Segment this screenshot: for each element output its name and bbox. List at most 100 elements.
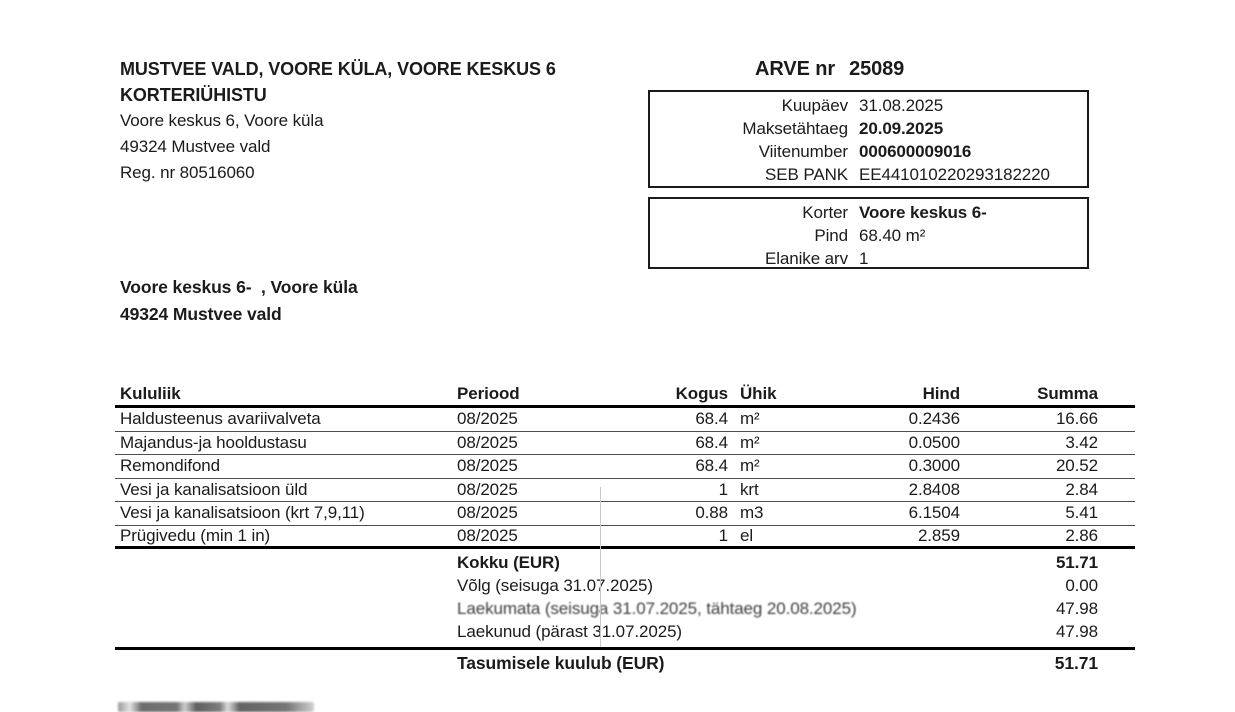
cell-summa: 20.52 [1055,456,1098,476]
summary-row-laekunud: Laekunud (pärast 31.07.2025) 47.98 [115,620,1135,643]
table-row: Remondifond 08/2025 68.4 m² 0.3000 20.52 [115,455,1135,479]
area-value: 68.40 m² [859,226,926,245]
cell-periood: 08/2025 [457,409,518,429]
column-header-periood: Periood [457,384,520,403]
invoice-title: ARVE nr 25089 [755,58,904,81]
cell-summa: 5.41 [1065,503,1098,523]
cell-kululiik: Vesi ja kanalisatsioon (krt 7,9,11) [120,503,365,523]
cell-periood: 08/2025 [457,503,518,523]
invoice-detail-row: Viitenumber 000600009016 [650,140,1087,163]
cell-periood: 08/2025 [457,456,518,476]
total-due-label: Tasumisele kuulub (EUR) [457,653,665,673]
cell-kululiik: Prügivedu (min 1 in) [120,525,271,545]
cell-hind: 2.8408 [908,479,961,499]
summary-value: 0.00 [1065,576,1098,595]
cell-uhik: m3 [740,503,764,523]
sender-block: MUSTVEE VALD, VOORE KÜLA, VOORE KESKUS 6… [120,56,556,186]
cut-off-text-artifact [118,702,314,712]
summary-label: Laekumata (seisuga 31.07.2025, tähtaeg 2… [457,599,857,618]
apartment-detail-row: Elanike arv 1 [650,247,1087,270]
cell-hind: 2.859 [917,525,960,545]
recipient-address-line2: 49324 Mustvee vald [120,304,282,324]
column-header-summa: Summa [1037,384,1098,403]
cell-hind: 6.1504 [908,503,961,523]
cell-kogus: 68.4 [695,432,728,452]
column-header-kogus: Kogus [675,384,728,403]
total-due-value: 51.71 [1054,653,1098,673]
recipient-block: Voore keskus 6- , Voore küla 49324 Mustv… [120,274,358,328]
cell-uhik: m² [740,432,760,452]
cell-kululiik: Vesi ja kanalisatsioon üld [120,479,308,499]
reference-number-label: Viitenumber [758,142,848,161]
sender-name-line2: KORTERIÜHISTU [120,85,267,105]
sender-address-line1: Voore keskus 6, Voore küla [120,111,324,130]
cell-kululiik: Remondifond [120,456,221,476]
cell-kogus: 0.88 [695,503,728,523]
cell-uhik: m² [740,409,760,429]
cell-uhik: el [740,525,754,545]
invoice-number: 25089 [849,58,905,80]
column-header-hind: Hind [922,384,960,403]
bank-label: SEB PANK [765,165,848,184]
cell-kululiik: Haldusteenus avariivalveta [120,409,321,429]
residents-value: 1 [859,249,869,268]
table-row: Prügivedu (min 1 in) 08/2025 1 el 2.859 … [115,525,1135,549]
summary-value: 47.98 [1055,599,1098,618]
bank-account-value: EE441010220293182220 [859,165,1050,184]
apartment-detail-row: Pind 68.40 m² [650,224,1087,247]
cell-periood: 08/2025 [457,525,518,545]
cell-summa: 16.66 [1055,409,1098,429]
recipient-address-line1: Voore keskus 6- , Voore küla [120,277,358,297]
table-row: Majandus-ja hooldustasu 08/2025 68.4 m² … [115,432,1135,455]
cell-uhik: m² [740,456,760,476]
invoice-details-box: Kuupäev 31.08.2025 Maksetähtaeg 20.09.20… [648,90,1089,188]
sender-name-line1: MUSTVEE VALD, VOORE KÜLA, VOORE KESKUS 6 [120,59,556,79]
invoice-title-label: ARVE nr [755,58,836,80]
cell-kogus: 68.4 [695,456,728,476]
apartment-label: Korter [802,203,848,222]
sender-reg-number: Reg. nr 80516060 [120,163,255,182]
due-date-label: Maksetähtaeg [742,119,848,138]
cell-hind: 0.3000 [908,456,961,476]
invoice-detail-row: Kuupäev 31.08.2025 [650,94,1087,117]
cell-hind: 0.2436 [908,409,961,429]
invoice-date-value: 31.08.2025 [859,96,944,115]
apartment-value: Voore keskus 6- [859,203,987,222]
reference-number-value: 000600009016 [859,142,972,161]
cell-kogus: 1 [718,525,728,545]
summary-label: Võlg (seisuga 31.07.2025) [457,576,653,595]
residents-label: Elanike arv [765,249,848,268]
sender-address-line2: 49324 Mustvee vald [120,137,271,156]
cell-periood: 08/2025 [457,432,518,452]
cell-kululiik: Majandus-ja hooldustasu [120,432,307,452]
due-date-value: 20.09.2025 [859,119,944,138]
cell-uhik: krt [740,479,759,499]
table-header-row: Kululiik Periood Kogus Ühik Hind Summa [115,383,1135,408]
column-header-kululiik: Kululiik [120,384,181,403]
cell-hind: 0.0500 [908,432,961,452]
invoice-detail-row: Maksetähtaeg 20.09.2025 [650,117,1087,140]
summary-section: Kokku (EUR) 51.71 Võlg (seisuga 31.07.20… [115,549,1135,647]
summary-row-volg: Võlg (seisuga 31.07.2025) 0.00 [115,574,1135,597]
total-due-row: Tasumisele kuulub (EUR) 51.71 [115,647,1135,674]
scan-artifact-vertical-line [600,487,601,647]
cell-kogus: 68.4 [695,409,728,429]
apartment-details-box: Korter Voore keskus 6- Pind 68.40 m² Ela… [648,197,1089,269]
invoice-detail-row: SEB PANK EE441010220293182220 [650,163,1087,186]
column-header-uhik: Ühik [740,384,777,403]
summary-row-kokku: Kokku (EUR) 51.71 [115,551,1135,574]
summary-label: Kokku (EUR) [457,553,560,572]
table-body: Haldusteenus avariivalveta 08/2025 68.4 … [115,408,1135,549]
cell-summa: 3.42 [1065,432,1098,452]
table-row: Vesi ja kanalisatsioon (krt 7,9,11) 08/2… [115,502,1135,526]
cell-periood: 08/2025 [457,479,518,499]
invoice-date-label: Kuupäev [781,96,849,115]
cell-summa: 2.84 [1065,479,1098,499]
table-row: Haldusteenus avariivalveta 08/2025 68.4 … [115,408,1135,432]
cell-kogus: 1 [718,479,728,499]
billing-table: Kululiik Periood Kogus Ühik Hind Summa H… [115,383,1135,674]
cell-summa: 2.86 [1065,525,1098,545]
summary-value: 47.98 [1055,622,1098,641]
summary-row-laekumata: Laekumata (seisuga 31.07.2025, tähtaeg 2… [115,597,1135,620]
summary-value: 51.71 [1055,553,1098,572]
